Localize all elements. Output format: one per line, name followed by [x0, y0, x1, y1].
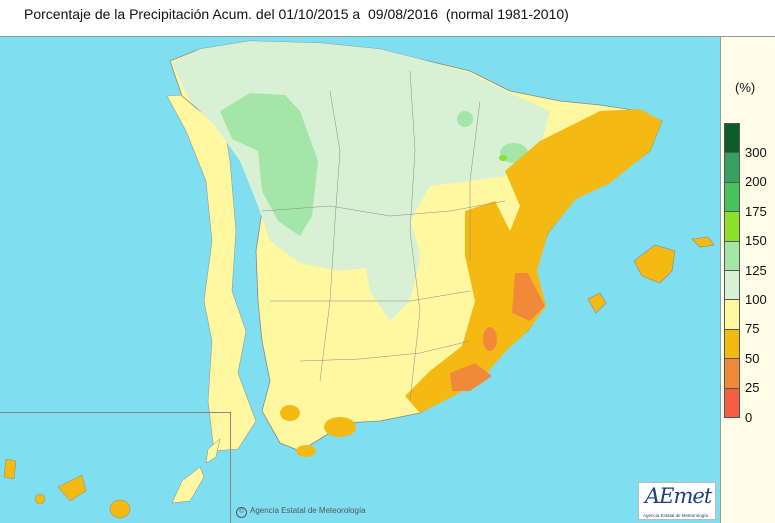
- lanzarote: [205, 438, 221, 464]
- zone-125-150-west: [220, 93, 318, 236]
- legend-tick-label: 125: [745, 262, 767, 278]
- legend-tick-label: 150: [745, 233, 767, 249]
- canary-inset-frame: [0, 412, 231, 523]
- legend-swatch: [724, 270, 740, 301]
- legend-swatch: [724, 152, 740, 183]
- legend-tick-label: 175: [745, 203, 767, 219]
- legend-unit: (%): [735, 80, 756, 95]
- menorca: [691, 236, 715, 248]
- zone-25-50-valencia: [512, 273, 545, 321]
- zone-50-75-malaga: [324, 417, 356, 437]
- tenerife: [57, 474, 87, 502]
- legend-tick-label: 100: [745, 292, 767, 307]
- copyright-text: Agencia Estatal de Meteorología: [250, 506, 366, 515]
- legend-swatch: [724, 181, 740, 213]
- legend-swatch: [724, 211, 740, 242]
- legend-swatch: [724, 240, 740, 271]
- legend-tick-label: 75: [745, 321, 760, 337]
- copyright-note: © Agencia Estatal de Meteorología: [236, 506, 366, 518]
- aemet-logo: AEmet Agencia Estatal de Meteorología: [638, 482, 716, 520]
- legend-swatch: [724, 387, 740, 418]
- copyright-icon: ©: [236, 507, 247, 518]
- zone-50-75-cadiz: [296, 445, 316, 457]
- fuerteventura: [171, 466, 205, 504]
- portugal-land: [166, 92, 257, 452]
- legend-swatch: [724, 299, 740, 330]
- aemet-logo-subtitle: Agencia Estatal de Meteorología: [643, 513, 709, 518]
- precipitation-map: [0, 36, 720, 523]
- map-title: Porcentaje de la Precipitación Acum. del…: [24, 6, 569, 22]
- zone-100-125-center: [360, 229, 420, 321]
- legend-swatch: [724, 328, 740, 360]
- zone-125-150-ne: [457, 111, 473, 127]
- legend-tick-label: 200: [745, 174, 767, 190]
- la-palma: [3, 458, 17, 480]
- legend-tick-label: 0: [745, 409, 753, 425]
- zone-50-75-huelva: [280, 405, 300, 421]
- gran-canaria: [109, 499, 131, 519]
- legend-swatch: [724, 123, 740, 154]
- legend-swatch: [724, 358, 740, 389]
- mallorca: [633, 244, 676, 284]
- la-gomera: [34, 493, 46, 505]
- zone-50-75-east: [405, 109, 662, 413]
- legend-tick-label: 25: [745, 380, 760, 396]
- zone-25-50-murcia: [450, 363, 492, 391]
- aemet-logo-text: AEmet: [645, 484, 712, 508]
- zone-25-50-alicante: [483, 327, 497, 351]
- ibiza: [587, 292, 607, 314]
- legend-tick-label: 300: [745, 145, 767, 160]
- zone-150-175-spot: [499, 155, 507, 161]
- legend-tick-label: 50: [745, 350, 760, 366]
